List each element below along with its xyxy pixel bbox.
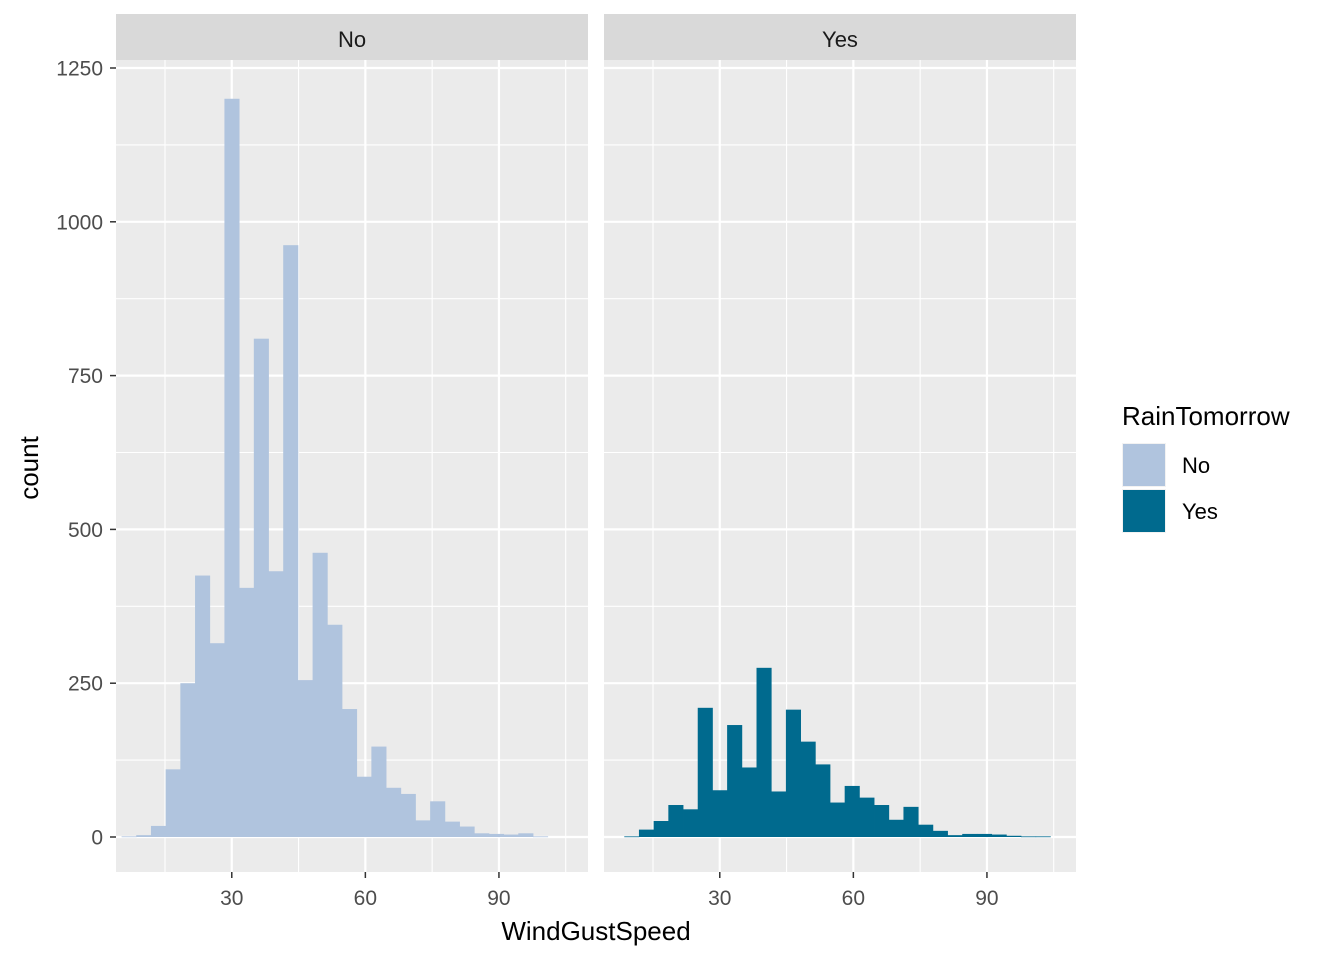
- legend-title: RainTomorrow: [1122, 401, 1290, 431]
- x-tick-label: 90: [487, 887, 510, 910]
- y-axis-title: count: [14, 435, 44, 499]
- histogram-bar: [771, 791, 787, 837]
- x-tick-label: 60: [354, 887, 377, 910]
- histogram-bar: [518, 833, 534, 837]
- histogram-bar: [297, 680, 313, 837]
- histogram-bar: [474, 833, 490, 837]
- histogram-bar: [121, 836, 137, 838]
- histogram-bar: [239, 587, 255, 837]
- histogram-bar: [932, 830, 948, 837]
- facet-strip: [604, 14, 1076, 60]
- histogram-bar: [800, 741, 816, 837]
- x-tick-label: 30: [220, 887, 243, 910]
- histogram-bar: [459, 826, 475, 837]
- histogram-bar: [859, 797, 875, 837]
- histogram-bar: [785, 709, 801, 837]
- histogram-bar: [341, 709, 358, 837]
- histogram-bar: [888, 819, 904, 837]
- legend-swatch-no: [1123, 444, 1165, 486]
- histogram-bar: [224, 98, 240, 837]
- y-tick-label: 500: [68, 519, 103, 542]
- histogram-bar: [488, 833, 505, 837]
- histogram-bar: [503, 834, 519, 837]
- histogram-bar: [991, 834, 1007, 837]
- histogram-bar: [741, 767, 757, 837]
- y-tick-label: 250: [68, 673, 103, 696]
- histogram-bar: [756, 667, 772, 837]
- histogram-bar: [844, 785, 860, 837]
- histogram-bar: [976, 833, 993, 837]
- histogram-bar: [136, 835, 152, 837]
- facet-strip-label: Yes: [822, 27, 858, 52]
- histogram-bar: [815, 764, 831, 837]
- histogram-bar: [947, 835, 963, 837]
- facet-strip-label: No: [338, 27, 366, 52]
- panel-background: [604, 60, 1076, 872]
- histogram-bar: [327, 624, 343, 837]
- histogram-bar: [903, 806, 919, 837]
- histogram-bar: [180, 683, 196, 837]
- x-tick-label: 90: [975, 887, 998, 910]
- legend: No Yes: [1122, 443, 1218, 533]
- legend-swatch-yes: [1123, 490, 1165, 532]
- histogram-bar: [195, 575, 211, 837]
- histogram-bar: [283, 245, 299, 837]
- histogram-bar: [697, 707, 713, 837]
- y-tick-label: 750: [68, 365, 103, 388]
- histogram-bar: [1006, 835, 1022, 837]
- histogram-bar: [727, 725, 743, 837]
- histogram-bar: [165, 769, 181, 837]
- legend-label-yes: Yes: [1182, 499, 1218, 524]
- histogram-bar: [638, 829, 655, 837]
- x-tick-label: 60: [842, 887, 865, 910]
- histogram-bar: [356, 776, 372, 837]
- x-tick-label: 30: [708, 887, 731, 910]
- histogram-bar: [1021, 836, 1037, 838]
- histogram-bar: [400, 793, 416, 837]
- histogram-bar: [444, 821, 460, 837]
- histogram-bar: [624, 836, 640, 838]
- histogram-bar: [1035, 836, 1051, 838]
- histogram-bar: [712, 790, 728, 837]
- y-tick-label: 1250: [56, 58, 103, 81]
- y-tick-label: 0: [91, 827, 103, 850]
- histogram-bar: [371, 746, 387, 837]
- histogram-bar: [683, 809, 699, 837]
- y-axis: 0 250 500 750 1000 1250: [56, 58, 116, 850]
- facet-panel-yes: Yes 30 60 90: [604, 14, 1076, 910]
- histogram-bar: [653, 821, 669, 837]
- histogram-bar: [209, 643, 225, 837]
- histogram-bar: [150, 825, 167, 837]
- histogram-bar: [253, 338, 269, 837]
- histogram-bar: [415, 820, 431, 837]
- facet-strip: [116, 14, 588, 60]
- histogram-bar: [962, 833, 978, 837]
- x-axis-title: WindGustSpeed: [501, 916, 690, 946]
- legend-label-no: No: [1182, 453, 1210, 478]
- histogram-bar: [533, 836, 549, 838]
- histogram-bar: [312, 552, 328, 837]
- histogram-bar: [430, 801, 446, 837]
- histogram-bar: [386, 787, 402, 837]
- histogram-bar: [268, 571, 284, 837]
- histogram-bar: [874, 805, 890, 837]
- histogram-bar: [918, 824, 934, 837]
- facet-panel-no: No 30 60 90: [116, 14, 588, 910]
- y-tick-label: 1000: [56, 211, 103, 234]
- histogram-bar: [668, 805, 684, 837]
- histogram-bar: [829, 802, 846, 837]
